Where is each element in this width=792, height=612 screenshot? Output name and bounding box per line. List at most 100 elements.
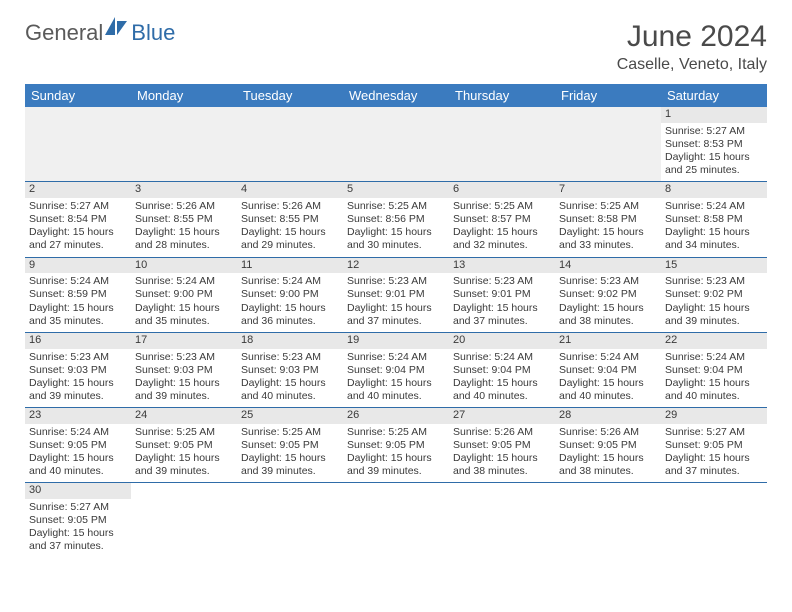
calendar-cell <box>237 107 343 182</box>
header: General Blue June 2024 Caselle, Veneto, … <box>25 20 767 74</box>
daylight-text: and 38 minutes. <box>453 465 551 478</box>
sunrise-text: Sunrise: 5:25 AM <box>347 200 445 213</box>
daylight-text: Daylight: 15 hours <box>347 377 445 390</box>
day-number: 25 <box>237 408 343 424</box>
sunset-text: Sunset: 8:59 PM <box>29 288 127 301</box>
daylight-text: and 34 minutes. <box>665 239 763 252</box>
day-number: 18 <box>237 333 343 349</box>
sunrise-text: Sunrise: 5:27 AM <box>29 501 127 514</box>
day-number: 6 <box>449 182 555 198</box>
daylight-text: Daylight: 15 hours <box>241 377 339 390</box>
sunrise-text: Sunrise: 5:23 AM <box>241 351 339 364</box>
day-number: 21 <box>555 333 661 349</box>
calendar-cell: 12Sunrise: 5:23 AMSunset: 9:01 PMDayligh… <box>343 257 449 332</box>
daylight-text: Daylight: 15 hours <box>29 226 127 239</box>
calendar-table: Sunday Monday Tuesday Wednesday Thursday… <box>25 84 767 558</box>
daylight-text: and 32 minutes. <box>453 239 551 252</box>
daylight-text: Daylight: 15 hours <box>135 226 233 239</box>
daylight-text: Daylight: 15 hours <box>29 527 127 540</box>
day-header: Wednesday <box>343 84 449 107</box>
daylight-text: and 39 minutes. <box>29 390 127 403</box>
sunrise-text: Sunrise: 5:24 AM <box>29 275 127 288</box>
logo-text-blue: Blue <box>131 20 175 46</box>
sunset-text: Sunset: 9:03 PM <box>135 364 233 377</box>
day-number: 12 <box>343 258 449 274</box>
day-header: Saturday <box>661 84 767 107</box>
sunset-text: Sunset: 9:05 PM <box>453 439 551 452</box>
daylight-text: and 37 minutes. <box>347 315 445 328</box>
sunset-text: Sunset: 9:01 PM <box>453 288 551 301</box>
sunset-text: Sunset: 8:58 PM <box>559 213 657 226</box>
location: Caselle, Veneto, Italy <box>617 56 767 74</box>
day-number: 8 <box>661 182 767 198</box>
calendar-cell: 13Sunrise: 5:23 AMSunset: 9:01 PMDayligh… <box>449 257 555 332</box>
sunset-text: Sunset: 9:00 PM <box>135 288 233 301</box>
daylight-text: Daylight: 15 hours <box>347 302 445 315</box>
day-header: Tuesday <box>237 84 343 107</box>
calendar-cell: 6Sunrise: 5:25 AMSunset: 8:57 PMDaylight… <box>449 182 555 257</box>
calendar-cell: 20Sunrise: 5:24 AMSunset: 9:04 PMDayligh… <box>449 332 555 407</box>
calendar-cell <box>343 107 449 182</box>
day-number: 14 <box>555 258 661 274</box>
sunset-text: Sunset: 8:53 PM <box>665 138 763 151</box>
daylight-text: and 40 minutes. <box>347 390 445 403</box>
calendar-cell: 24Sunrise: 5:25 AMSunset: 9:05 PMDayligh… <box>131 408 237 483</box>
daylight-text: and 33 minutes. <box>559 239 657 252</box>
daylight-text: and 35 minutes. <box>29 315 127 328</box>
sunrise-text: Sunrise: 5:27 AM <box>29 200 127 213</box>
day-number: 15 <box>661 258 767 274</box>
day-number: 3 <box>131 182 237 198</box>
sunrise-text: Sunrise: 5:25 AM <box>135 426 233 439</box>
sunrise-text: Sunrise: 5:23 AM <box>665 275 763 288</box>
sunset-text: Sunset: 9:05 PM <box>29 514 127 527</box>
logo: General Blue <box>25 20 175 46</box>
sunrise-text: Sunrise: 5:23 AM <box>559 275 657 288</box>
daylight-text: Daylight: 15 hours <box>29 452 127 465</box>
calendar-cell: 10Sunrise: 5:24 AMSunset: 9:00 PMDayligh… <box>131 257 237 332</box>
calendar-cell: 14Sunrise: 5:23 AMSunset: 9:02 PMDayligh… <box>555 257 661 332</box>
sunset-text: Sunset: 9:05 PM <box>135 439 233 452</box>
calendar-cell: 5Sunrise: 5:25 AMSunset: 8:56 PMDaylight… <box>343 182 449 257</box>
calendar-cell: 3Sunrise: 5:26 AMSunset: 8:55 PMDaylight… <box>131 182 237 257</box>
day-number: 2 <box>25 182 131 198</box>
day-number: 13 <box>449 258 555 274</box>
sunset-text: Sunset: 9:04 PM <box>453 364 551 377</box>
daylight-text: and 38 minutes. <box>559 465 657 478</box>
sunset-text: Sunset: 9:00 PM <box>241 288 339 301</box>
sunrise-text: Sunrise: 5:24 AM <box>665 351 763 364</box>
calendar-week: 1Sunrise: 5:27 AMSunset: 8:53 PMDaylight… <box>25 107 767 182</box>
sunrise-text: Sunrise: 5:25 AM <box>559 200 657 213</box>
daylight-text: and 40 minutes. <box>241 390 339 403</box>
sunset-text: Sunset: 8:54 PM <box>29 213 127 226</box>
daylight-text: Daylight: 15 hours <box>559 226 657 239</box>
calendar-cell <box>449 483 555 558</box>
daylight-text: and 39 minutes. <box>347 465 445 478</box>
daylight-text: and 30 minutes. <box>347 239 445 252</box>
sunrise-text: Sunrise: 5:25 AM <box>241 426 339 439</box>
day-header: Sunday <box>25 84 131 107</box>
daylight-text: and 39 minutes. <box>241 465 339 478</box>
day-number: 10 <box>131 258 237 274</box>
sunrise-text: Sunrise: 5:24 AM <box>559 351 657 364</box>
calendar-cell: 23Sunrise: 5:24 AMSunset: 9:05 PMDayligh… <box>25 408 131 483</box>
sunset-text: Sunset: 9:04 PM <box>665 364 763 377</box>
calendar-cell: 22Sunrise: 5:24 AMSunset: 9:04 PMDayligh… <box>661 332 767 407</box>
sunrise-text: Sunrise: 5:23 AM <box>453 275 551 288</box>
sunset-text: Sunset: 9:05 PM <box>665 439 763 452</box>
calendar-week: 2Sunrise: 5:27 AMSunset: 8:54 PMDaylight… <box>25 182 767 257</box>
calendar-week: 30Sunrise: 5:27 AMSunset: 9:05 PMDayligh… <box>25 483 767 558</box>
day-number: 29 <box>661 408 767 424</box>
sunset-text: Sunset: 9:05 PM <box>559 439 657 452</box>
day-number: 19 <box>343 333 449 349</box>
sunset-text: Sunset: 9:05 PM <box>29 439 127 452</box>
sunrise-text: Sunrise: 5:26 AM <box>135 200 233 213</box>
daylight-text: and 37 minutes. <box>665 465 763 478</box>
day-number: 17 <box>131 333 237 349</box>
day-header: Friday <box>555 84 661 107</box>
daylight-text: Daylight: 15 hours <box>453 377 551 390</box>
page-title: June 2024 <box>617 20 767 54</box>
daylight-text: Daylight: 15 hours <box>29 302 127 315</box>
daylight-text: and 25 minutes. <box>665 164 763 177</box>
daylight-text: and 35 minutes. <box>135 315 233 328</box>
daylight-text: and 39 minutes. <box>135 390 233 403</box>
